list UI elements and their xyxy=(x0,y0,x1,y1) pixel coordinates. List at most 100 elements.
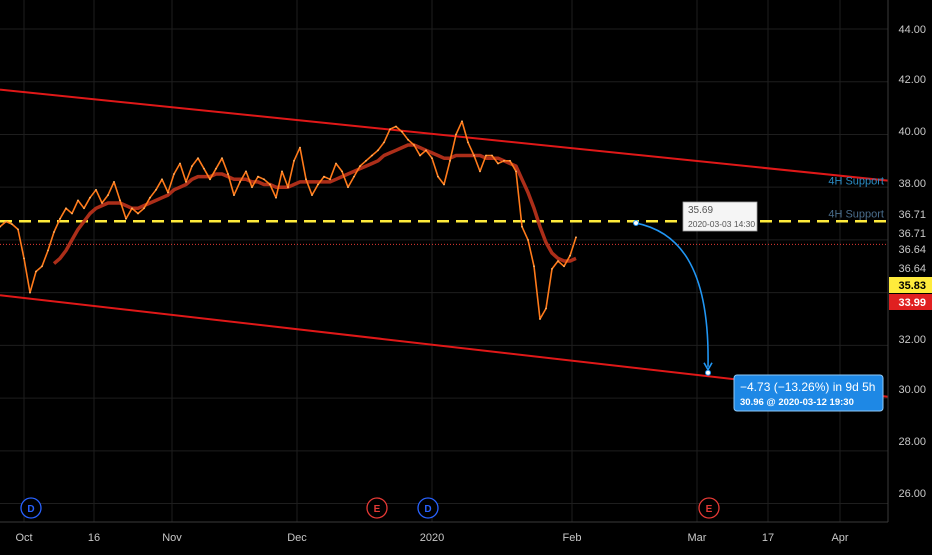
price-point xyxy=(359,165,361,168)
price-point xyxy=(461,120,463,123)
price-point xyxy=(533,265,535,268)
y-tick-label: 32.00 xyxy=(898,334,926,346)
price-point xyxy=(161,178,163,181)
x-tick-label: Nov xyxy=(162,532,182,544)
dividend-event-badge[interactable]: D xyxy=(417,497,439,519)
x-tick-label: Feb xyxy=(563,532,582,544)
price-point xyxy=(503,159,505,162)
price-point xyxy=(47,249,49,252)
price-point xyxy=(29,291,31,294)
price-point xyxy=(467,141,469,144)
price-point xyxy=(365,159,367,162)
y-tick-label: 30.00 xyxy=(898,384,926,396)
price-point xyxy=(569,254,571,257)
price-point xyxy=(437,175,439,178)
x-tick-label: 16 xyxy=(88,532,100,544)
price-point xyxy=(23,257,25,260)
price-point xyxy=(347,186,349,189)
price-point xyxy=(539,318,541,320)
y-tick-label: 44.00 xyxy=(898,24,926,36)
price-point xyxy=(131,207,133,210)
dividend-event-badge[interactable]: D xyxy=(20,497,42,519)
current-price-tag: 35.83 xyxy=(889,277,932,293)
price-point xyxy=(53,231,55,233)
price-point xyxy=(89,196,91,199)
price-point xyxy=(353,175,355,178)
price-point xyxy=(485,154,487,157)
x-tick-label: Dec xyxy=(287,532,307,544)
start-box-bg xyxy=(682,201,758,232)
price-point xyxy=(287,186,289,189)
x-tick-label: 2020 xyxy=(420,532,444,544)
price-point xyxy=(305,178,307,181)
price-point xyxy=(65,207,67,210)
price-point xyxy=(329,178,331,181)
price-point xyxy=(323,175,325,178)
price-point xyxy=(389,128,391,131)
price-point xyxy=(401,130,403,133)
price-point xyxy=(377,149,379,152)
price-point xyxy=(449,159,451,162)
price-point xyxy=(203,167,205,170)
price-point xyxy=(479,170,481,173)
price-point xyxy=(185,181,187,183)
price-point xyxy=(497,162,499,165)
price-point xyxy=(443,183,445,186)
price-point xyxy=(17,228,19,231)
y-tick-label: 36.64 xyxy=(898,263,926,275)
y-tick-label: 42.00 xyxy=(898,74,926,86)
price-point xyxy=(143,207,145,210)
price-point xyxy=(221,157,223,160)
price-point xyxy=(11,223,13,226)
price-point xyxy=(5,220,7,223)
price-point xyxy=(527,239,529,241)
earnings-event-badge[interactable]: E xyxy=(698,497,720,519)
price-point xyxy=(71,212,73,215)
x-tick-label: 17 xyxy=(762,532,774,544)
price-point xyxy=(269,183,271,186)
price-point xyxy=(407,138,409,141)
x-tick-label: Mar xyxy=(688,532,707,544)
upper-channel-line xyxy=(0,88,889,182)
price-point xyxy=(215,167,217,170)
price-point xyxy=(59,217,61,220)
price-point xyxy=(419,154,421,157)
low-price-tag: 33.99 xyxy=(889,294,932,310)
price-point xyxy=(263,178,265,181)
price-point xyxy=(563,265,565,268)
price-point xyxy=(167,191,169,194)
projection-result-box: −4.73 (−13.26%) in 9d 5h 30.96 @ 2020-03-… xyxy=(733,374,884,412)
price-point xyxy=(125,217,127,220)
projection-start-point xyxy=(633,220,639,227)
price-point xyxy=(77,199,79,202)
price-point xyxy=(299,146,301,149)
y-tick-label: 40.00 xyxy=(898,126,926,138)
x-axis-labels: Oct 16 Nov Dec 2020 Feb Mar 17 Apr xyxy=(15,532,848,544)
price-point xyxy=(317,183,319,186)
price-point xyxy=(197,157,199,160)
result-box-change: −4.73 (−13.26%) in 9d 5h xyxy=(740,380,875,394)
price-point xyxy=(191,165,193,168)
price-point xyxy=(383,141,385,144)
y-tick-label: 28.00 xyxy=(898,436,926,448)
price-tag-label: 33.99 xyxy=(898,297,926,309)
price-point xyxy=(425,149,427,152)
price-point xyxy=(179,162,181,165)
result-box-bg xyxy=(733,374,884,412)
price-point xyxy=(245,170,247,173)
price-point xyxy=(311,194,313,197)
projection-end-point xyxy=(705,369,711,376)
price-point xyxy=(155,188,157,191)
start-box-price: 35.69 xyxy=(688,205,713,216)
event-badge-letter: E xyxy=(374,504,381,515)
earnings-event-badge[interactable]: E xyxy=(366,497,388,519)
projection-start-box: 35.69 2020-03-03 14:30 xyxy=(682,201,758,232)
series-group xyxy=(0,120,577,320)
y-axis-labels: 44.00 42.00 40.00 38.00 36.71 36.71 36.64 36.64… xyxy=(898,24,926,500)
price-point xyxy=(35,270,37,273)
event-badge-circle xyxy=(20,497,42,519)
price-point xyxy=(209,178,211,181)
price-point xyxy=(521,225,523,228)
